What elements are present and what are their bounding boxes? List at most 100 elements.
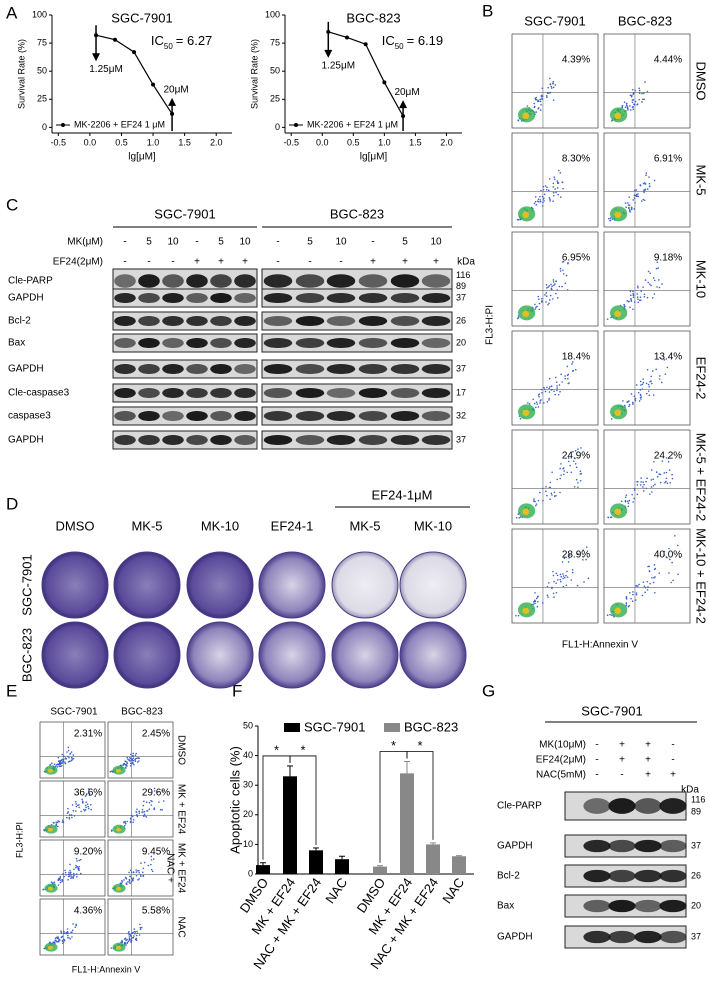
- flow-dot: [88, 794, 91, 796]
- flow-dot: [138, 878, 140, 880]
- colony-plate: [399, 551, 467, 619]
- flow-dot: [110, 770, 113, 772]
- flow-dot: [69, 875, 71, 877]
- flow-dot: [649, 582, 651, 585]
- flow-dot: [628, 405, 630, 408]
- flow-dot: [559, 477, 561, 480]
- flow-dot: [638, 98, 641, 101]
- group-header: SGC-7901: [581, 703, 642, 718]
- flow-dot: [550, 283, 552, 286]
- blot-band: [210, 363, 232, 375]
- blot-band: [583, 839, 611, 853]
- flow-dot: [84, 795, 87, 797]
- flow-dot: [67, 934, 69, 937]
- kda-label: 116: [456, 270, 470, 280]
- flow-dot: [124, 766, 127, 769]
- flow-dot: [545, 287, 548, 289]
- flow-dot: [123, 821, 125, 824]
- flow-dot: [81, 798, 83, 801]
- flow-core: [522, 508, 530, 516]
- blot-band: [634, 798, 662, 814]
- flow-dot: [135, 869, 137, 871]
- lane-label: +: [645, 755, 651, 766]
- blot-band: [326, 315, 356, 327]
- blot-band: [114, 434, 136, 446]
- flow-dot: [539, 200, 542, 203]
- flow-dot: [59, 879, 62, 881]
- blot-band: [390, 434, 420, 446]
- blot-band: [421, 337, 451, 349]
- lane-label: 5: [307, 237, 313, 248]
- flow-dot: [632, 93, 635, 95]
- flow-dot: [631, 88, 634, 91]
- flow-dot: [554, 283, 556, 285]
- flow-dot: [575, 478, 578, 481]
- flow-core: [47, 886, 54, 891]
- lane-label: -: [595, 770, 598, 781]
- flow-dot: [653, 591, 656, 594]
- flow-dot: [139, 928, 142, 931]
- flow-dot: [515, 614, 517, 617]
- flow-dot: [556, 180, 559, 182]
- flow-dot: [69, 869, 71, 872]
- flow-dot: [574, 457, 576, 460]
- flow-dot: [652, 277, 655, 279]
- flow-dot: [124, 820, 126, 823]
- flow-dot: [626, 106, 629, 109]
- flow-dot: [565, 274, 568, 277]
- flow-dot: [143, 810, 146, 813]
- blot-band: [608, 899, 636, 913]
- y-tick-label: 50: [37, 66, 47, 76]
- flow-dot: [535, 204, 538, 206]
- flow-dot: [667, 461, 670, 463]
- flow-dot: [632, 292, 634, 295]
- panel-label: D: [6, 494, 18, 513]
- x-tick-label: 2.0: [440, 137, 453, 147]
- flow-dot: [516, 218, 519, 221]
- flow-dot: [68, 814, 71, 816]
- flow-dot: [132, 879, 134, 882]
- blot-band: [358, 274, 388, 288]
- flow-dot: [659, 375, 661, 377]
- flow-dot: [567, 377, 569, 380]
- flow-dot: [566, 576, 569, 578]
- flow-dot: [548, 391, 551, 393]
- flow-dot: [572, 460, 575, 462]
- flow-dot: [121, 939, 123, 942]
- flow-dot: [132, 877, 135, 880]
- flow-dot: [57, 884, 60, 886]
- flow-dot: [632, 99, 635, 101]
- flow-dot: [133, 928, 136, 930]
- flow-plot: [603, 33, 691, 129]
- flow-dot: [67, 749, 70, 752]
- flow-dot: [66, 751, 68, 753]
- flow-dot: [139, 926, 142, 929]
- flow-dot: [518, 516, 521, 519]
- flow-dot: [87, 788, 90, 790]
- row-label: MK-10: [694, 260, 709, 298]
- flow-dot: [556, 389, 558, 392]
- flow-dot: [560, 373, 562, 376]
- lane-label: 10: [239, 237, 251, 248]
- flow-dot: [129, 817, 132, 820]
- kda-label: 20: [456, 337, 466, 347]
- flow-dot: [68, 816, 71, 819]
- flow-dot: [549, 294, 552, 297]
- lane-label: +: [619, 755, 625, 766]
- blot-band: [421, 387, 451, 399]
- flow-dot: [665, 471, 668, 474]
- flow-dot: [129, 869, 132, 872]
- group-header: BGC-823: [330, 206, 384, 221]
- flow-dot: [73, 814, 76, 817]
- flow-dot: [630, 294, 632, 297]
- flow-dot: [633, 189, 636, 192]
- flow-dot: [537, 406, 540, 408]
- flow-dot: [130, 814, 133, 817]
- flow-dot: [69, 938, 72, 940]
- flow-dot: [138, 869, 140, 872]
- flow-dot: [90, 803, 92, 806]
- flow-dot: [555, 381, 558, 383]
- flow-dot: [572, 450, 574, 453]
- flow-dot: [623, 303, 625, 306]
- flow-dot: [556, 579, 559, 581]
